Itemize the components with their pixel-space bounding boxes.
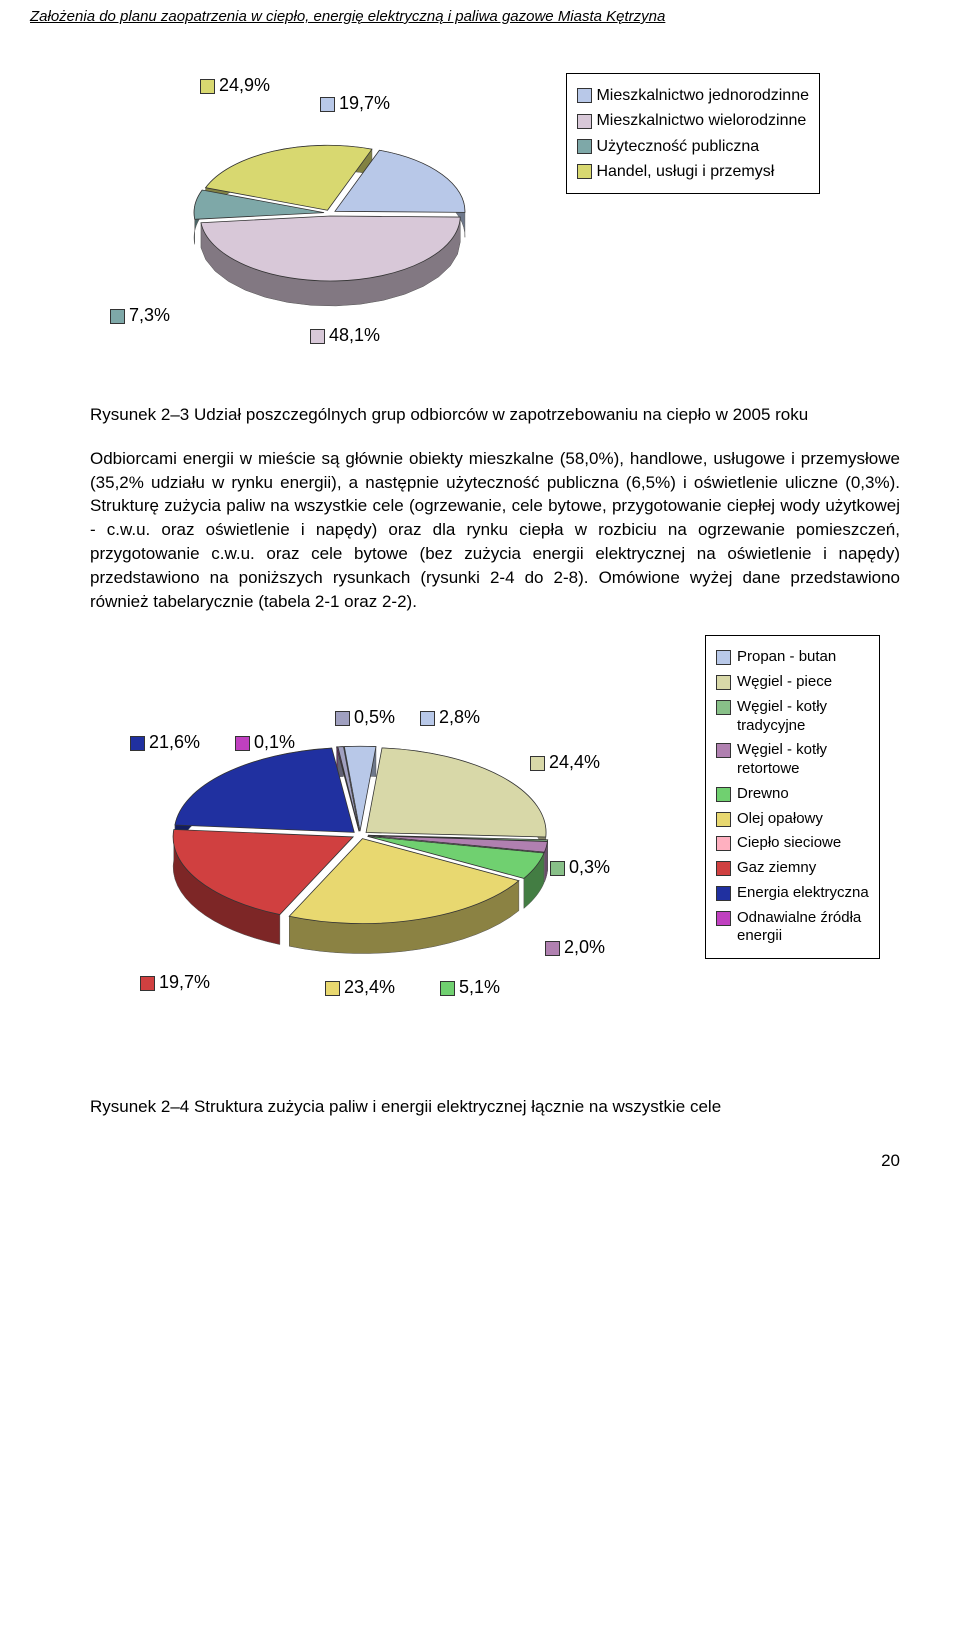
chart1-pie <box>180 133 480 340</box>
chart1-caption: Rysunek 2–3 Udział poszczególnych grup o… <box>90 403 900 427</box>
legend-swatch <box>577 164 592 179</box>
chart2-legend: Propan - butan Węgiel - piece Węgiel - kot… <box>705 635 880 959</box>
legend-swatch <box>716 812 731 827</box>
legend-item: Węgiel - piece <box>716 673 869 692</box>
legend-item: Mieszkalnictwo jednorodzinne <box>577 86 809 105</box>
legend-swatch <box>716 700 731 715</box>
chart2-caption: Rysunek 2–4 Struktura zużycia paliw i en… <box>90 1095 900 1119</box>
legend-swatch <box>716 743 731 758</box>
page-header: Założenia do planu zaopatrzenia w ciepło… <box>0 0 960 33</box>
chart-1: 24,9% 19,7% 7,3% 48,1% Mieszkalnictwo je… <box>90 73 900 393</box>
legend-text: Propan - butan <box>737 648 869 667</box>
legend-item: Węgiel - kotły tradycyjne <box>716 698 869 736</box>
legend-text: Węgiel - kotły tradycyjne <box>737 698 869 736</box>
legend-text: Handel, usługi i przemysł <box>596 163 774 180</box>
chart-2: 21,6% 0,1% 0,5% 2,8% 24,4% 0,3% 2,0% 5,1… <box>90 635 900 1065</box>
body-paragraph: Odbiorcami energii w mieście są głównie … <box>90 447 900 614</box>
legend-text: Olej opałowy <box>737 810 869 829</box>
chart1-label-7-3: 7,3% <box>110 303 170 328</box>
legend-text: Użyteczność publiczna <box>596 138 759 155</box>
legend-text: Ciepło sieciowe <box>737 834 869 853</box>
legend-item: Drewno <box>716 785 869 804</box>
page-number: 20 <box>90 1149 900 1173</box>
legend-swatch <box>577 88 592 103</box>
legend-swatch <box>716 911 731 926</box>
legend-item: Odnawialne źródła energii <box>716 909 869 947</box>
legend-item: Użyteczność publiczna <box>577 137 809 156</box>
chart1-legend: Mieszkalnictwo jednorodzinne Mieszkalnict… <box>566 73 820 194</box>
legend-item: Energia elektryczna <box>716 884 869 903</box>
legend-item: Gaz ziemny <box>716 859 869 878</box>
legend-swatch <box>716 886 731 901</box>
legend-text: Węgiel - kotły retortowe <box>737 741 869 779</box>
legend-swatch <box>716 787 731 802</box>
legend-swatch <box>577 139 592 154</box>
legend-swatch <box>577 114 592 129</box>
legend-swatch <box>716 836 731 851</box>
legend-text: Energia elektryczna <box>737 884 869 903</box>
legend-text: Węgiel - piece <box>737 673 869 692</box>
legend-swatch <box>716 650 731 665</box>
legend-item: Węgiel - kotły retortowe <box>716 741 869 779</box>
legend-text: Mieszkalnictwo jednorodzinne <box>596 87 809 104</box>
chart2-pie <box>150 725 570 982</box>
legend-text: Odnawialne źródła energii <box>737 909 869 947</box>
legend-text: Mieszkalnictwo wielorodzinne <box>596 113 806 130</box>
legend-item: Propan - butan <box>716 648 869 667</box>
legend-text: Drewno <box>737 785 869 804</box>
legend-swatch <box>716 675 731 690</box>
legend-item: Olej opałowy <box>716 810 869 829</box>
chart1-label-24-9: 24,9% <box>200 73 270 98</box>
legend-swatch <box>716 861 731 876</box>
legend-text: Gaz ziemny <box>737 859 869 878</box>
legend-item: Mieszkalnictwo wielorodzinne <box>577 111 809 130</box>
legend-item: Ciepło sieciowe <box>716 834 869 853</box>
legend-item: Handel, usługi i przemysł <box>577 162 809 181</box>
chart1-label-19-7: 19,7% <box>320 91 390 116</box>
